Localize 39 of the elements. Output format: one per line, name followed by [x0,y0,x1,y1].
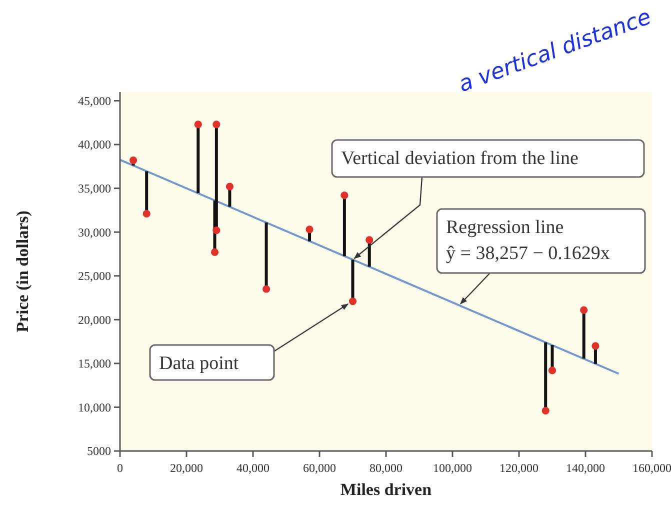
y-tick-label: 5000 [87,444,111,458]
y-tick-label: 40,000 [78,138,111,152]
y-axis-title: Price (in dollars) [13,210,32,332]
point [306,226,314,234]
x-tick-label: 40,000 [236,461,270,475]
x-tick-label: 20,000 [170,461,203,475]
point [210,248,219,256]
x-tick-label: 140,000 [566,461,605,475]
point [262,285,270,293]
point [348,297,357,306]
x-tick-label: 120,000 [500,461,538,475]
x-axis-title: Miles driven [340,480,432,499]
point [366,236,374,244]
annotation: Vertical deviation from the line [341,148,578,169]
y-tick-label: 35,000 [78,182,111,196]
y-tick-label: 25,000 [78,269,111,284]
point [212,120,220,128]
x-tick-label: 0 [117,461,123,475]
point [340,192,348,200]
x-tick-label: 100,000 [433,461,472,475]
point [130,156,138,164]
point [194,120,202,128]
point [580,306,588,314]
x-tick-label: 160,000 [632,461,671,475]
point [548,366,556,374]
y-tick-label: 20,000 [78,312,111,327]
annotation: Regression line ŷ = 38,257 − 0.1629x [446,217,610,264]
y-tick-label: 45,000 [78,94,111,108]
x-tick-label: 60,000 [303,461,336,475]
annotation: Data point [159,353,240,374]
y-tick-label: 10,000 [78,400,111,414]
y-tick-label: 30,000 [78,225,111,240]
point [142,210,150,218]
point [592,342,600,350]
y-tick-label: 15,000 [78,356,111,371]
x-tick-label: 80,000 [370,461,402,475]
point [542,406,550,415]
point [212,226,220,234]
point [226,182,234,190]
